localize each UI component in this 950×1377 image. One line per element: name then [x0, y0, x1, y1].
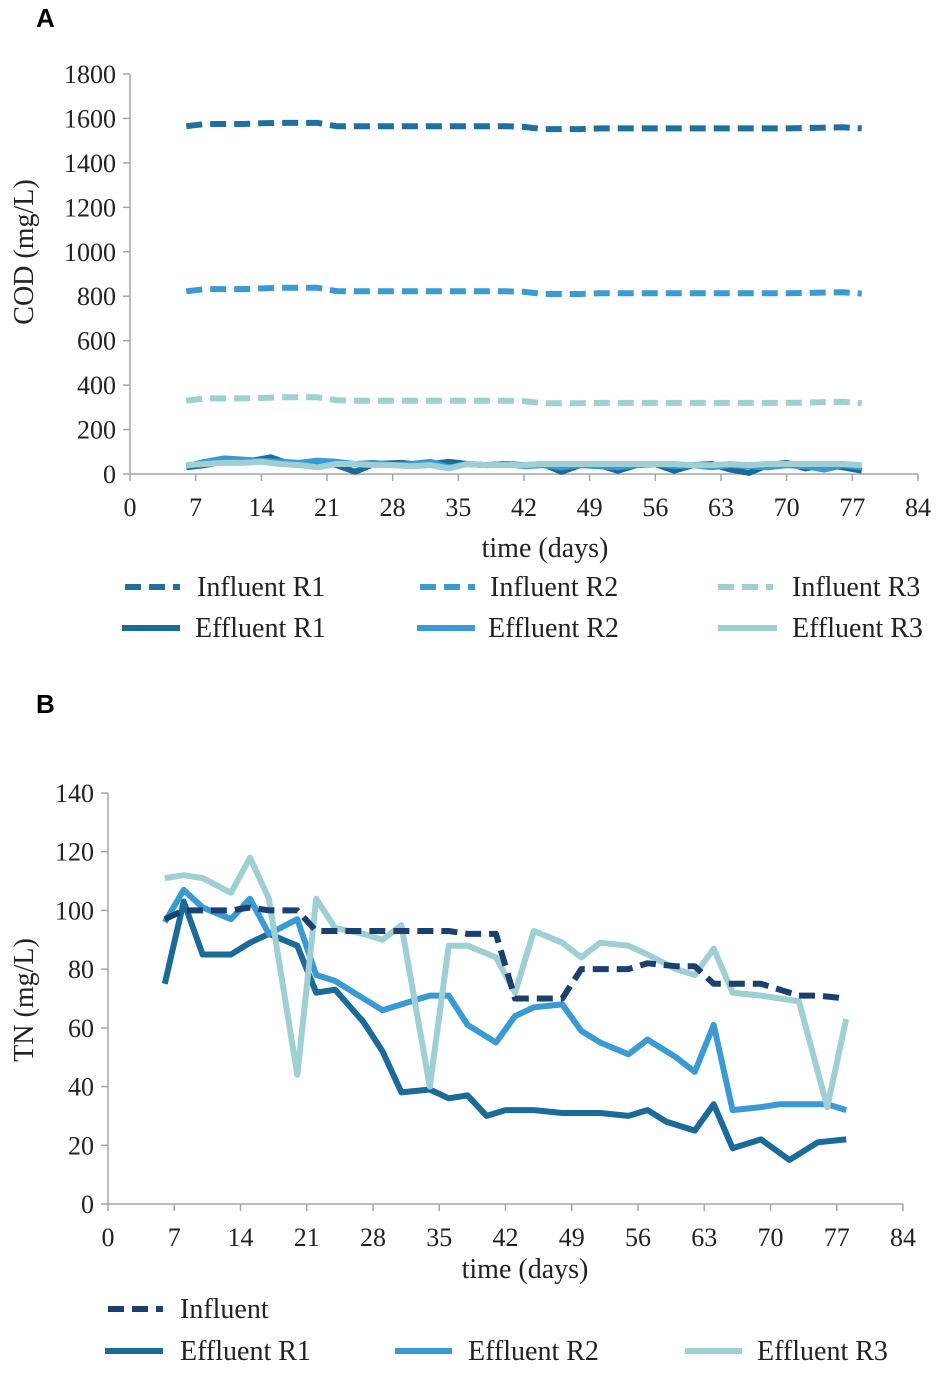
chart-a-legend-label: Influent R2 — [490, 572, 618, 603]
chart-b-legend-label: Effluent R3 — [757, 1336, 888, 1367]
chart-a-y-tick-label: 1000 — [64, 238, 116, 267]
chart-b-x-tick-label: 0 — [102, 1223, 115, 1252]
chart-a-legend-label: Effluent R2 — [488, 613, 619, 644]
chart-a-x-tick-label: 28 — [380, 493, 406, 522]
chart-a-y-tick-label: 1400 — [64, 149, 116, 178]
chart-b-x-tick-label: 7 — [168, 1223, 181, 1252]
chart-a-y-tick-label: 600 — [77, 327, 116, 356]
chart-b-y-tick-label: 20 — [68, 1131, 94, 1160]
chart-a-x-tick-label: 56 — [642, 493, 668, 522]
chart-b-x-tick-label: 14 — [228, 1223, 254, 1252]
chart-a-series-influent-r2 — [185, 284, 862, 297]
chart-a-x-tick-label: 70 — [774, 493, 800, 522]
chart-a-x-tick-label: 7 — [189, 493, 202, 522]
chart-a-legend-label: Effluent R3 — [792, 613, 923, 644]
panel-label-b: B — [36, 689, 55, 719]
chart-b-y-tick-label: 60 — [68, 1014, 94, 1043]
chart-b-y-tick-label: 80 — [68, 955, 94, 984]
chart-b-x-tick-label: 35 — [426, 1223, 452, 1252]
chart-b-y-tick-label: 140 — [55, 779, 94, 808]
chart-b-y-tick-label: 40 — [68, 1073, 94, 1102]
chart-a-legend-label: Effluent R1 — [195, 613, 326, 644]
chart-b-x-tick-label: 63 — [691, 1223, 717, 1252]
chart-b-x-tick-label: 84 — [890, 1223, 916, 1252]
chart-a-x-tick-label: 77 — [839, 493, 865, 522]
chart-a-legend-label: Influent R3 — [792, 572, 920, 603]
chart-a-y-tick-label: 1600 — [64, 104, 116, 133]
chart-b-x-tick-label: 56 — [625, 1223, 651, 1252]
chart-a-x-tick-label: 84 — [905, 493, 931, 522]
chart-b-series-effluent-r2 — [162, 886, 848, 1114]
chart-a-y-tick-label: 1200 — [64, 193, 116, 222]
chart-b-legend-label: Effluent R2 — [468, 1336, 599, 1367]
y-axis-title-a: COD (mg/L) — [9, 179, 40, 324]
x-axis-title-a: time (days) — [482, 533, 609, 564]
chart-a-y-tick-label: 1800 — [64, 60, 116, 89]
chart-a-x-tick-label: 49 — [577, 493, 603, 522]
chart-b-series-effluent-r3 — [164, 854, 850, 1111]
chart-a-legend-label: Influent R1 — [197, 572, 325, 603]
panel-label-a: A — [36, 3, 55, 33]
y-axis-title-b: TN (mg/L) — [9, 938, 40, 1062]
chart-a-x-tick-label: 63 — [708, 493, 734, 522]
chart-panel-a: A COD (mg/L) time (days) 0 200 400 600 800 10… — [9, 3, 931, 644]
chart-a-x-tick-label: 35 — [445, 493, 471, 522]
chart-a-series-influent-r1 — [185, 119, 862, 133]
chart-a-series-effluent-r3 — [186, 458, 862, 472]
chart-b-x-tick-label: 28 — [360, 1223, 386, 1252]
chart-a-x-tick-label: 14 — [248, 493, 274, 522]
x-axis-title-b: time (days) — [462, 1254, 589, 1285]
chart-a-x-tick-label: 42 — [511, 493, 537, 522]
chart-a-y-tick-label: 800 — [77, 282, 116, 311]
chart-b-legend-label: Effluent R1 — [180, 1336, 311, 1367]
chart-a-x-tick-label: 21 — [314, 493, 340, 522]
chart-b-x-tick-label: 42 — [493, 1223, 519, 1252]
chart-b-x-tick-label: 77 — [824, 1223, 850, 1252]
chart-a-x-tick-label: 0 — [124, 493, 137, 522]
chart-b-x-tick-label: 49 — [559, 1223, 585, 1252]
chart-b-legend-label: Influent — [180, 1294, 269, 1325]
chart-b-y-tick-label: 0 — [81, 1190, 94, 1219]
chart-a-series-influent-r3 — [185, 394, 862, 407]
chart-b-y-tick-label: 120 — [55, 838, 94, 867]
chart-a-y-tick-label: 200 — [77, 416, 116, 445]
chart-a-y-tick-label: 0 — [103, 460, 116, 489]
chart-b-series-influent — [163, 904, 847, 1002]
chart-b-x-tick-label: 21 — [294, 1223, 320, 1252]
chart-a-y-tick-label: 400 — [77, 371, 116, 400]
chart-panel-b: B TN (mg/L) time (days) 0 20 40 60 80 100 120 1… — [9, 689, 916, 1367]
chart-b-x-tick-label: 70 — [758, 1223, 784, 1252]
chart-b-y-tick-label: 100 — [55, 896, 94, 925]
